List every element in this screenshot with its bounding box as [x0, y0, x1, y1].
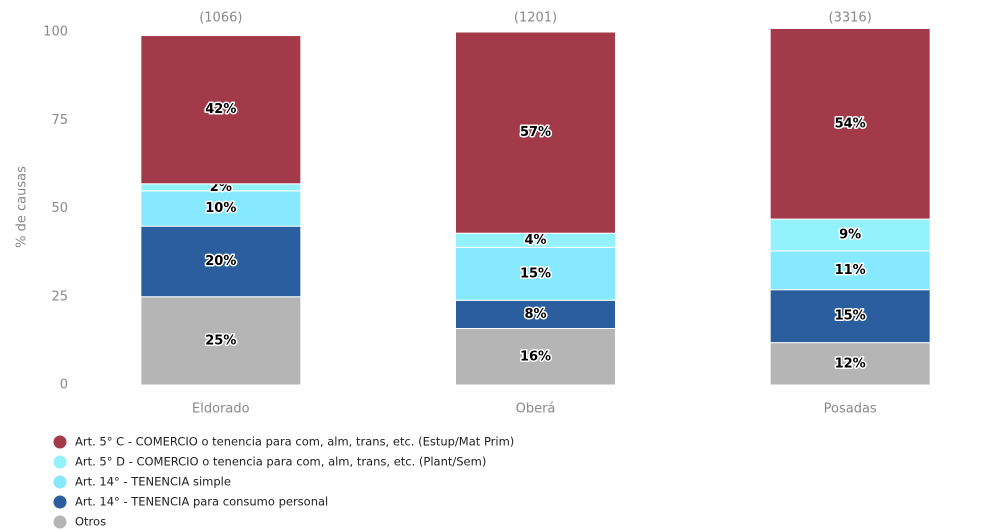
legend-label: Art. 5° D - COMERCIO o tenencia para com… [75, 455, 486, 469]
data-label: 57% [520, 125, 551, 140]
data-label: 11% [835, 263, 866, 278]
legend-label: Otros [75, 515, 106, 529]
bar-segment [769, 27, 931, 220]
bar-segment [769, 218, 931, 252]
y-tick-label: 50 [51, 201, 68, 216]
bar-segment [140, 35, 302, 185]
y-axis-label: % de causas [15, 166, 30, 248]
bar-annotation: (1066) [199, 11, 242, 26]
data-label: 20% [205, 254, 236, 269]
bar-segment [769, 289, 931, 344]
data-label: 10% [205, 201, 236, 216]
y-tick-label: 100 [43, 25, 68, 40]
data-label: 12% [835, 356, 866, 371]
data-label: 8% [524, 307, 546, 322]
bar-segment [455, 31, 616, 234]
bar-segment [455, 246, 616, 301]
x-tick-label: Eldorado [192, 402, 250, 417]
data-label: 25% [205, 333, 236, 348]
data-label: 16% [520, 349, 551, 364]
legend-label: Art. 14° - TENENCIA para consumo persona… [75, 495, 328, 509]
bar-segment [140, 225, 302, 298]
legend-marker [53, 435, 67, 449]
bar-segment [140, 296, 302, 386]
y-tick-label: 75 [51, 113, 68, 128]
legend-marker [53, 495, 67, 509]
legend-label: Art. 5° C - COMERCIO o tenencia para com… [75, 435, 514, 449]
bar-annotation: (1201) [514, 11, 557, 26]
x-tick-label: Posadas [824, 402, 877, 417]
data-label: 42% [205, 102, 236, 117]
y-tick-label: 25 [51, 289, 68, 304]
data-label: 15% [835, 309, 866, 324]
bar-segment [769, 250, 931, 291]
legend-marker [53, 515, 67, 529]
bar-segment [769, 342, 931, 386]
x-tick-label: Oberá [516, 402, 556, 417]
legend-marker [53, 455, 67, 469]
bar-annotation: (3316) [829, 11, 872, 26]
data-label: 15% [520, 266, 551, 281]
data-label: 4% [524, 233, 546, 248]
legend-marker [53, 475, 67, 489]
y-tick-label: 0 [60, 378, 68, 393]
data-label: 9% [839, 227, 861, 242]
data-label: 54% [835, 116, 866, 131]
legend-label: Art. 14° - TENENCIA simple [75, 475, 231, 489]
